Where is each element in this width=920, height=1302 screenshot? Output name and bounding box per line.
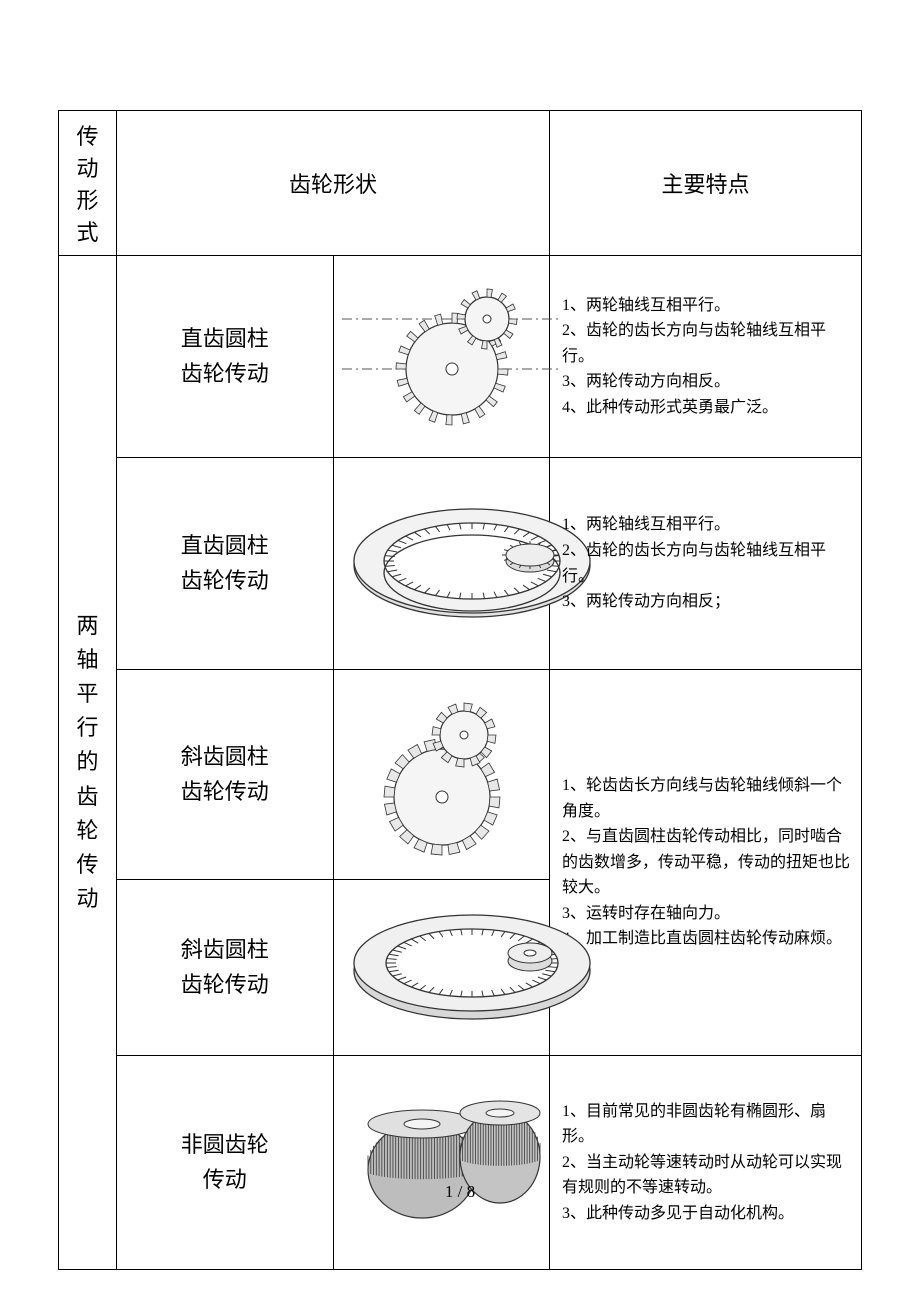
table-row: 非圆齿轮 传动 1、目前常见 (59, 1056, 862, 1270)
gear-name-cell: 斜齿圆柱 齿轮传动 (117, 670, 334, 880)
gear-table: 传动 形式 齿轮形状 主要特点 两轴平行的齿轮传动 直齿圆柱 齿轮传动 (58, 110, 862, 1270)
header-type: 传动 形式 (59, 111, 117, 256)
gear-name-cell: 非圆齿轮 传动 (117, 1056, 334, 1270)
gear-name-cell: 直齿圆柱 齿轮传动 (117, 256, 334, 458)
non-circular-gear-icon (342, 1075, 572, 1245)
gear-shape-cell (333, 880, 550, 1056)
feature-cell: 1、目前常见的非圆齿轮有椭圆形、扇形。 2、当主动轮等速转动时从动轮可以实现有规… (550, 1056, 862, 1270)
gear-shape-cell (333, 1056, 550, 1270)
gear-shape-cell (333, 670, 550, 880)
table-row: 斜齿圆柱 齿轮传动 1、轮齿齿长方向线与齿轮轴线倾斜一个角度。 2、与直齿圆柱齿 (59, 670, 862, 880)
header-shape: 齿轮形状 (117, 111, 550, 256)
gear-name-cell: 直齿圆柱 齿轮传动 (117, 458, 334, 670)
gear-name-cell: 斜齿圆柱 齿轮传动 (117, 880, 334, 1056)
helical-gear-internal-icon (342, 895, 602, 1035)
helical-gear-external-icon (342, 687, 542, 857)
table-row: 两轴平行的齿轮传动 直齿圆柱 齿轮传动 (59, 256, 862, 458)
gear-shape-cell (333, 458, 550, 670)
gear-shape-cell (333, 256, 550, 458)
feature-cell: 1、两轮轴线互相平行。 2、齿轮的齿长方向与齿轮轴线互相平行。 3、两轮传动方向… (550, 256, 862, 458)
category-cell: 两轴平行的齿轮传动 (59, 256, 117, 1270)
header-feature: 主要特点 (550, 111, 862, 256)
table-row: 直齿圆柱 齿轮传动 1、两轮轴线互相平行。 2、齿轮的齿长方向与齿轮轴线互相平行… (59, 458, 862, 670)
category-label: 两轴平行的齿轮传动 (73, 609, 102, 916)
page-number: 1 / 8 (0, 1182, 920, 1202)
table-header-row: 传动 形式 齿轮形状 主要特点 (59, 111, 862, 256)
spur-gear-external-icon (342, 274, 562, 434)
document-page: 传动 形式 齿轮形状 主要特点 两轴平行的齿轮传动 直齿圆柱 齿轮传动 (0, 0, 920, 1270)
